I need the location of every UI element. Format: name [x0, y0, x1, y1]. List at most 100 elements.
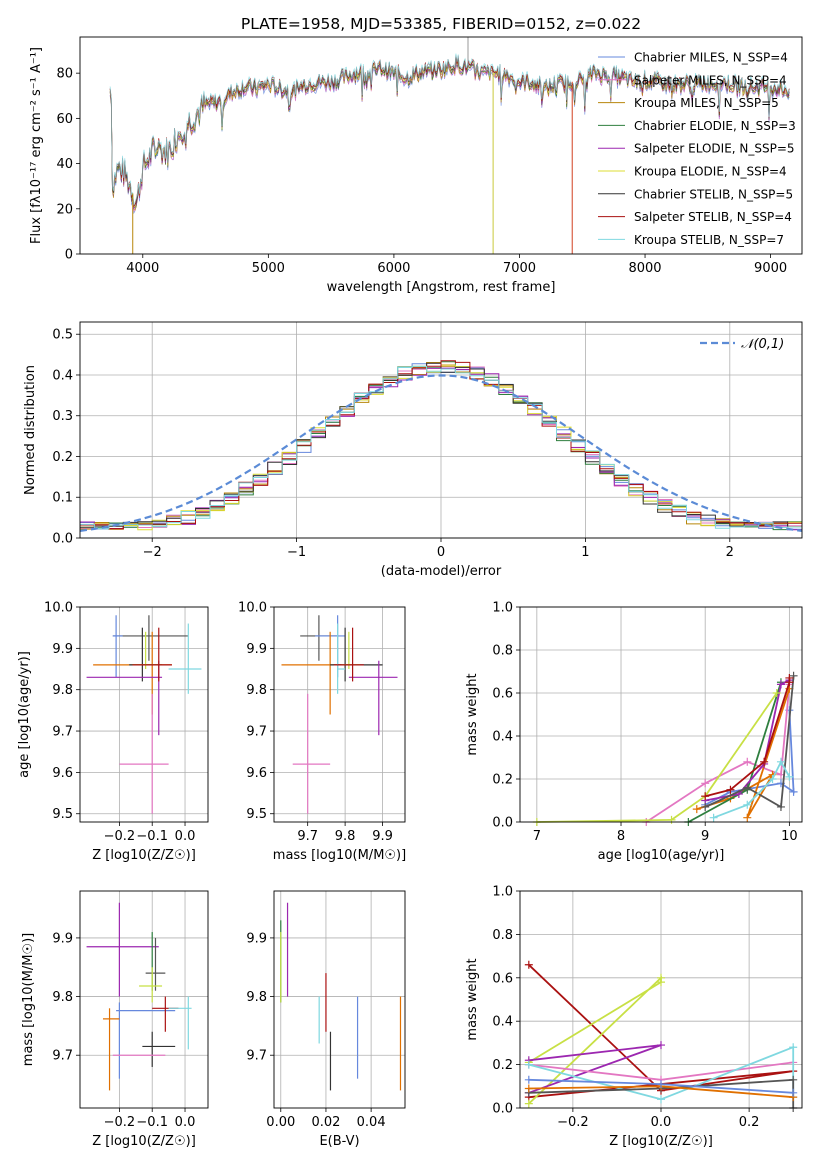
axes-z-mass: −0.2 −0.1 0.0 9.7 9.8 9.9 Z [log10(Z/Z☉)] mass … — [21, 890, 209, 1149]
weight-marker — [657, 1080, 665, 1089]
x-tick-label: 7000 — [503, 261, 536, 276]
y-tick-label: 60 — [56, 112, 73, 127]
y-axis-label: Normed distribution — [23, 365, 38, 495]
y-tick-label: 9.8 — [246, 683, 267, 698]
weight-lines — [532, 671, 798, 826]
axes-spectrum: 4000 5000 6000 7000 8000 9000 0 20 40 60 80 wavelen… — [29, 15, 803, 295]
weight-marker — [692, 805, 701, 814]
error-bar-point — [119, 693, 169, 814]
chart-title: PLATE=1958, MJD=53385, FIBERID=0152, z=0… — [241, 15, 641, 33]
axes-frame — [79, 321, 803, 539]
weight-series-line — [704, 710, 795, 806]
y-tick-label: 0.0 — [492, 1102, 513, 1117]
x-tick-label: 6000 — [377, 261, 410, 276]
x-tick-label: 9.7 — [297, 829, 318, 844]
y-tick-label: 9.8 — [52, 683, 73, 698]
x-tick-label: 9000 — [754, 261, 787, 276]
histogram-step — [80, 362, 802, 528]
y-tick-label: 1.0 — [492, 601, 513, 616]
weight-marker — [701, 802, 710, 811]
x-axis-label: wavelength [Angstrom, rest frame] — [327, 280, 556, 295]
error-bar-point — [142, 1031, 176, 1067]
errorbars — [281, 615, 398, 814]
weight-marker — [743, 813, 752, 822]
legend-entry: Chabrier MILES, N_SSP=4 — [634, 51, 788, 65]
weight-marker — [776, 802, 785, 811]
legend-entry: Chabrier ELODIE, N_SSP=3 — [634, 119, 796, 133]
x-tick-label: 8 — [617, 829, 625, 844]
y-tick-label: 1.0 — [492, 885, 513, 900]
x-tick-label: 4000 — [126, 261, 159, 276]
axes-frame — [273, 890, 406, 1109]
weight-marker — [776, 757, 785, 766]
x-axis-label: E(B-V) — [319, 1134, 359, 1149]
error-bar-point — [112, 615, 123, 678]
x-tick-label: 9.9 — [372, 829, 393, 844]
weight-marker — [789, 1043, 798, 1052]
weight-marker — [701, 779, 710, 788]
x-tick-label: 0.0 — [175, 829, 196, 844]
weight-marker — [789, 1075, 798, 1084]
y-tick-label: 9.5 — [52, 807, 73, 822]
weight-marker — [524, 1060, 533, 1069]
weight-marker — [657, 1041, 665, 1050]
spectrum-series-line — [109, 53, 790, 206]
legend-entry: Kroupa MILES, N_SSP=5 — [634, 96, 779, 110]
weight-marker — [789, 671, 798, 680]
y-axis-label: mass weight — [465, 958, 480, 1040]
errorbars — [86, 615, 202, 814]
histogram-step — [80, 365, 802, 530]
y-tick-label: 40 — [56, 157, 73, 172]
y-tick-label: 9.9 — [246, 931, 267, 946]
error-bar-point — [102, 1008, 120, 1091]
x-tick-label: 10 — [781, 829, 798, 844]
weight-marker — [667, 815, 676, 824]
axes-frame — [79, 36, 803, 255]
error-bar-point — [152, 996, 179, 1032]
x-tick-label: −2 — [143, 545, 162, 560]
y-tick-label: 9.6 — [246, 766, 267, 781]
x-axis-label: age [log10(age/yr)] — [598, 848, 725, 863]
y-tick-label: 9.7 — [52, 1049, 73, 1064]
y-tick-label: 0.8 — [492, 644, 513, 659]
y-tick-label: 0.0 — [492, 816, 513, 831]
axes-frame — [519, 890, 803, 1109]
x-tick-label: −0.2 — [104, 1115, 136, 1130]
axes-z-age: −0.2 −0.1 0.0 9.5 9.6 9.7 9.8 9.9 10.0 Z [log10(Z… — [17, 601, 209, 863]
error-bar-point — [292, 693, 331, 814]
x-tick-label: 0.0 — [175, 1115, 196, 1130]
error-bar-point — [116, 1002, 176, 1079]
x-tick-label: 2 — [726, 545, 734, 560]
y-tick-label: 9.5 — [246, 807, 267, 822]
weight-marker — [785, 772, 794, 781]
weight-marker — [743, 800, 752, 809]
y-axis-label: age [log10(age/yr)] — [17, 651, 32, 778]
y-tick-label: 80 — [56, 67, 73, 82]
y-tick-label: 0.3 — [52, 409, 73, 424]
x-tick-label: 0 — [437, 545, 445, 560]
x-tick-label: 1 — [581, 545, 589, 560]
x-tick-label: 5000 — [252, 261, 285, 276]
errorbars — [280, 902, 402, 1091]
weight-marker — [709, 813, 718, 822]
weight-marker — [772, 689, 781, 697]
errorbars — [86, 902, 192, 1091]
error-bar-point — [168, 996, 192, 1050]
x-tick-label: −0.2 — [104, 829, 136, 844]
legend-entry: 𝒩(0,1) — [741, 337, 784, 352]
y-axis-label: Flux [fλ10⁻¹⁷ erg cm⁻² s⁻¹ A⁻¹] — [29, 47, 44, 244]
weight-marker — [726, 785, 735, 794]
x-axis-label: Z [log10(Z/Z☉)] — [92, 848, 196, 863]
y-tick-label: 10.0 — [238, 601, 267, 616]
y-tick-label: 9.9 — [52, 642, 73, 657]
axes-frame — [79, 606, 209, 823]
x-tick-label: 8000 — [628, 261, 661, 276]
weight-lines — [524, 960, 798, 1112]
legend-entry: Salpeter STELIB, N_SSP=4 — [634, 210, 792, 224]
legend: Chabrier MILES, N_SSP=4 Salpeter MILES, N… — [598, 51, 796, 247]
axes-z-weight: −0.2 0.0 0.2 0.0 0.2 0.4 0.6 0.8 1.0 Z [log10(Z/Z… — [465, 885, 803, 1149]
y-tick-label: 0.5 — [52, 328, 73, 343]
error-bar-point — [86, 902, 159, 997]
legend-entry: Kroupa ELODIE, N_SSP=4 — [634, 165, 787, 179]
